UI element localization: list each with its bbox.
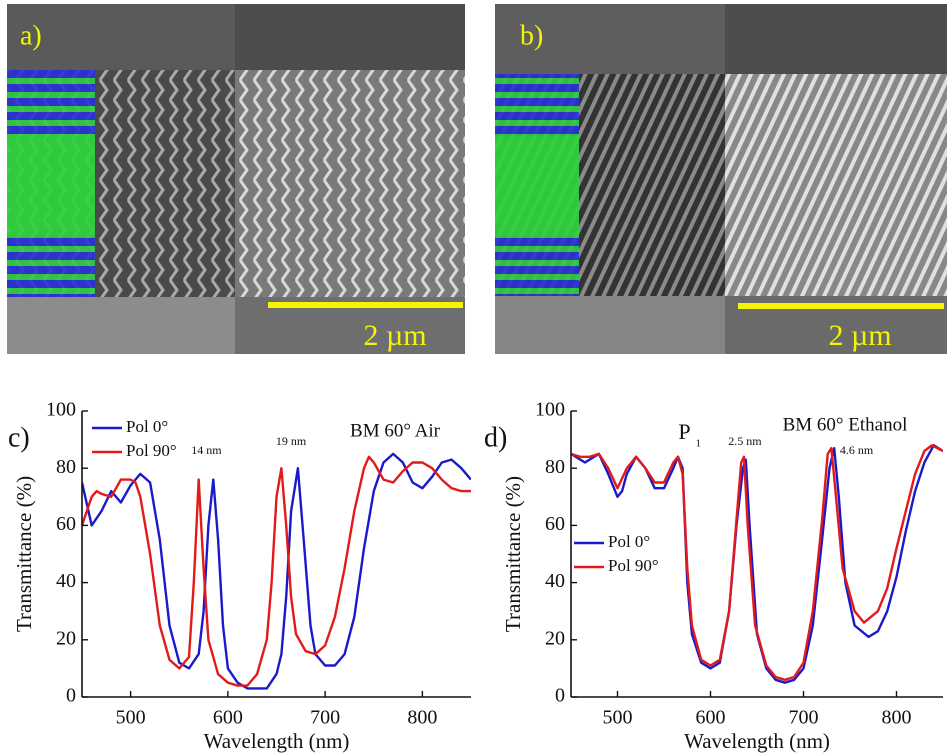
x-tick-label: 500 xyxy=(116,707,146,729)
x-tick-label: 700 xyxy=(789,707,819,729)
scale-bar-label: 2 µm xyxy=(363,319,426,352)
panel-label: d) xyxy=(484,422,507,453)
y-tick-label: 60 xyxy=(56,513,76,535)
x-axis-title: Wavelength (nm) xyxy=(204,729,350,753)
annotation: 14 nm xyxy=(191,443,222,457)
data-line xyxy=(82,455,471,687)
y-tick-label: 0 xyxy=(555,685,565,707)
x-axis-title: Wavelength (nm) xyxy=(684,729,830,753)
x-tick-label: 800 xyxy=(882,707,912,729)
data-line xyxy=(571,444,943,681)
y-tick-label: 20 xyxy=(56,627,76,649)
chart-title: BM 60° Ethanol xyxy=(783,414,908,435)
y-tick-label: 100 xyxy=(46,399,76,421)
y-tick-label: 40 xyxy=(56,570,76,592)
plot-area xyxy=(82,452,471,690)
y-tick-label: 60 xyxy=(545,513,565,535)
y-axis-title: Transmittance (%) xyxy=(12,476,36,632)
peak-label: P xyxy=(678,419,690,444)
sem-image-a: a) 2 µm xyxy=(7,4,465,354)
sem-image-b: b) 2 µm xyxy=(495,4,947,354)
legend-label: Pol 90° xyxy=(126,441,177,460)
x-tick-label: 800 xyxy=(407,707,437,729)
chart: 0 20 40 60 80 100 500 600 700 800 Wavelength (nm) T… xyxy=(8,399,471,753)
annotation: 2.5 nm xyxy=(728,434,762,448)
y-tick-label: 80 xyxy=(545,456,565,478)
x-tick-label: 500 xyxy=(603,707,633,729)
x-tick-label: 600 xyxy=(213,707,243,729)
y-tick-label: 100 xyxy=(535,399,565,421)
chart: 0 20 40 60 80 100 500 600 700 800 Wavelength (nm) T… xyxy=(484,399,943,753)
panel-label: a) xyxy=(20,20,42,51)
y-tick-label: 40 xyxy=(545,570,565,592)
y-tick-label: 0 xyxy=(66,685,76,707)
scale-bar-label: 2 µm xyxy=(828,319,891,352)
annotation: 19 nm xyxy=(276,434,307,448)
y-tick-label: 20 xyxy=(545,627,565,649)
panel-label: b) xyxy=(520,20,543,51)
legend-label: Pol 90° xyxy=(608,556,659,575)
legend-label: Pol 0° xyxy=(126,417,168,436)
plot-area xyxy=(571,444,943,684)
x-tick-label: 700 xyxy=(310,707,340,729)
data-line xyxy=(82,452,471,690)
y-tick-label: 80 xyxy=(56,456,76,478)
y-axis-title: Transmittance (%) xyxy=(501,476,525,632)
chart-title: BM 60° Air xyxy=(350,420,441,441)
panel-label: c) xyxy=(8,422,30,453)
legend-label: Pol 0° xyxy=(608,532,650,551)
peak-label-subscript: 1 xyxy=(695,437,701,449)
x-tick-label: 600 xyxy=(696,707,726,729)
annotation: 4.6 nm xyxy=(840,443,874,457)
